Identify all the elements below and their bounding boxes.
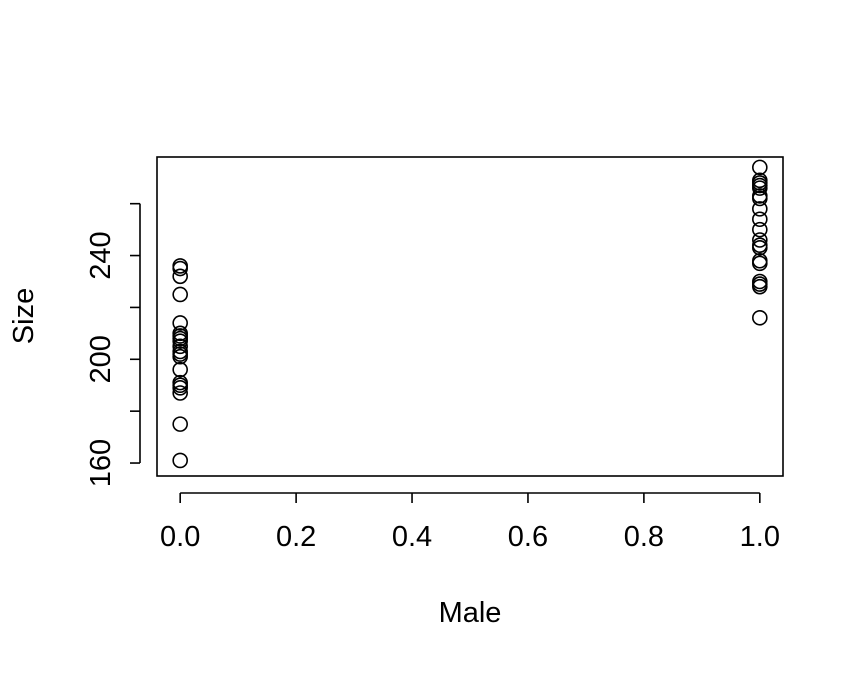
- data-point: [172, 286, 188, 303]
- x-axis: 0.0 0.2 0.4 0.6 0.8 1.0: [160, 492, 780, 553]
- data-point: [752, 159, 768, 176]
- data-point: [172, 258, 188, 274]
- data-point: [172, 416, 188, 432]
- data-point: [172, 268, 188, 285]
- data-point: [752, 211, 768, 228]
- data-point: [752, 201, 768, 217]
- data-point: [752, 237, 768, 253]
- plot-box: [156, 156, 784, 477]
- data-point: [172, 361, 188, 378]
- y-tick-label: 160: [85, 439, 117, 487]
- data-point: [752, 273, 768, 290]
- data-point: [172, 452, 188, 469]
- x-tick-label: 0.4: [392, 521, 432, 553]
- x-tick-label: 0.0: [160, 521, 200, 553]
- y-axis-label: Size: [8, 288, 40, 344]
- data-point: [172, 325, 188, 342]
- x-tick-label: 0.6: [508, 521, 548, 553]
- x-tick-label: 0.2: [276, 521, 316, 553]
- data-point: [752, 172, 768, 189]
- data-point: [172, 374, 188, 391]
- x-axis-label: Male: [439, 597, 502, 629]
- y-tick-label: 240: [85, 231, 117, 279]
- data-point: [172, 343, 188, 360]
- y-axis: 160 200 240: [85, 202, 141, 487]
- data-point: [752, 252, 768, 269]
- data-point: [752, 221, 768, 238]
- data-point: [172, 338, 188, 355]
- data-point: [752, 309, 768, 326]
- x-tick-label: 1.0: [740, 521, 780, 553]
- x-tick-label: 0.8: [624, 521, 664, 553]
- y-tick-label: 200: [85, 335, 117, 383]
- data-point: [752, 232, 768, 248]
- data-point: [172, 385, 188, 401]
- data-point: [752, 188, 768, 204]
- data-points: [172, 159, 768, 469]
- data-point: [172, 315, 188, 331]
